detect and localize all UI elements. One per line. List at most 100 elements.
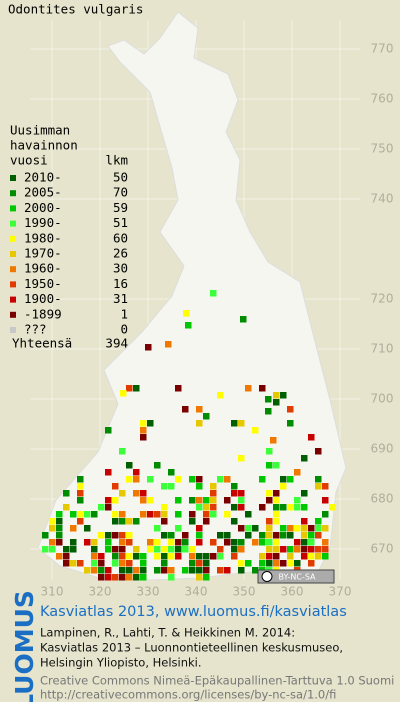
record-square — [231, 504, 238, 511]
record-square — [259, 504, 266, 511]
record-square — [133, 476, 140, 483]
record-square — [126, 385, 133, 392]
x-label: 350 — [233, 585, 256, 599]
record-square — [126, 539, 133, 546]
record-square — [42, 532, 49, 539]
record-square — [133, 553, 140, 560]
legend-label: 2005- — [24, 185, 62, 200]
record-square — [119, 553, 126, 560]
record-square — [196, 553, 203, 560]
record-square — [105, 546, 112, 553]
record-square — [231, 518, 238, 525]
record-square — [165, 341, 172, 348]
record-square — [238, 546, 245, 553]
record-square — [182, 546, 189, 553]
record-square — [280, 483, 287, 490]
record-square — [273, 553, 280, 560]
legend-label: 1980- — [24, 230, 62, 245]
record-square — [273, 560, 280, 567]
record-square — [175, 546, 182, 553]
record-square — [182, 406, 189, 413]
record-square — [63, 560, 70, 567]
record-square — [287, 504, 294, 511]
legend-swatch — [10, 220, 16, 227]
record-square — [49, 525, 56, 532]
record-square — [308, 546, 315, 553]
record-square — [84, 567, 91, 574]
record-square — [301, 525, 308, 532]
record-square — [266, 532, 273, 539]
record-square — [161, 483, 168, 490]
record-square — [77, 511, 84, 518]
record-square — [105, 469, 112, 476]
record-square — [161, 511, 168, 518]
record-square — [168, 553, 175, 560]
record-square — [105, 504, 112, 511]
legend-heading: havainnon — [10, 138, 78, 153]
record-square — [231, 483, 238, 490]
record-square — [203, 574, 210, 581]
record-square — [231, 546, 238, 553]
record-square — [308, 539, 315, 546]
legend-heading: Uusimman — [10, 123, 70, 138]
record-square — [161, 567, 168, 574]
record-square — [140, 553, 147, 560]
record-square — [168, 483, 175, 490]
legend-count: 51 — [113, 215, 128, 230]
record-square — [217, 392, 224, 399]
record-square — [322, 483, 329, 490]
citation-line: Kasviatlas 2013 – Luonnontieteellinen ke… — [40, 641, 343, 655]
record-square — [105, 567, 112, 574]
record-square — [245, 525, 252, 532]
record-square — [98, 574, 105, 581]
x-label: 320 — [89, 585, 112, 599]
record-square — [315, 448, 322, 455]
record-square — [119, 546, 126, 553]
record-square — [266, 560, 273, 567]
record-square — [98, 532, 105, 539]
license-badge: BY-NC-SA — [257, 569, 335, 584]
legend-swatch — [10, 327, 16, 333]
legend-label: 2000- — [24, 200, 62, 215]
record-squares — [42, 290, 336, 581]
record-square — [119, 448, 126, 455]
record-square — [203, 504, 210, 511]
legend-heading: vuosi — [10, 153, 48, 168]
record-square — [266, 448, 273, 455]
legend-swatch — [10, 205, 16, 212]
record-square — [154, 546, 161, 553]
y-label: 720 — [371, 292, 394, 306]
record-square — [145, 344, 152, 351]
record-square — [196, 504, 203, 511]
record-square — [266, 553, 273, 560]
record-square — [161, 518, 168, 525]
record-square — [147, 546, 154, 553]
record-square — [273, 392, 280, 399]
record-square — [175, 539, 182, 546]
record-square — [112, 532, 119, 539]
total-label: Yhteensä — [12, 336, 72, 351]
y-label: 750 — [371, 142, 394, 156]
legend-count: 50 — [113, 170, 128, 185]
record-square — [238, 490, 245, 497]
record-square — [133, 567, 140, 574]
record-square — [105, 532, 112, 539]
record-square — [161, 532, 168, 539]
record-square — [189, 518, 196, 525]
license-line: Creative Commons Nimeä-Epäkaupallinen-Ta… — [40, 674, 394, 688]
record-square — [210, 290, 217, 297]
legend-swatch — [10, 175, 16, 181]
record-square — [238, 539, 245, 546]
record-square — [266, 497, 273, 504]
record-square — [140, 420, 147, 427]
y-label: 760 — [371, 92, 394, 106]
record-square — [210, 497, 217, 504]
record-square — [133, 546, 140, 553]
record-square — [140, 560, 147, 567]
record-square — [238, 420, 245, 427]
record-square — [280, 392, 287, 399]
record-square — [168, 539, 175, 546]
record-square — [287, 525, 294, 532]
record-square — [273, 546, 280, 553]
